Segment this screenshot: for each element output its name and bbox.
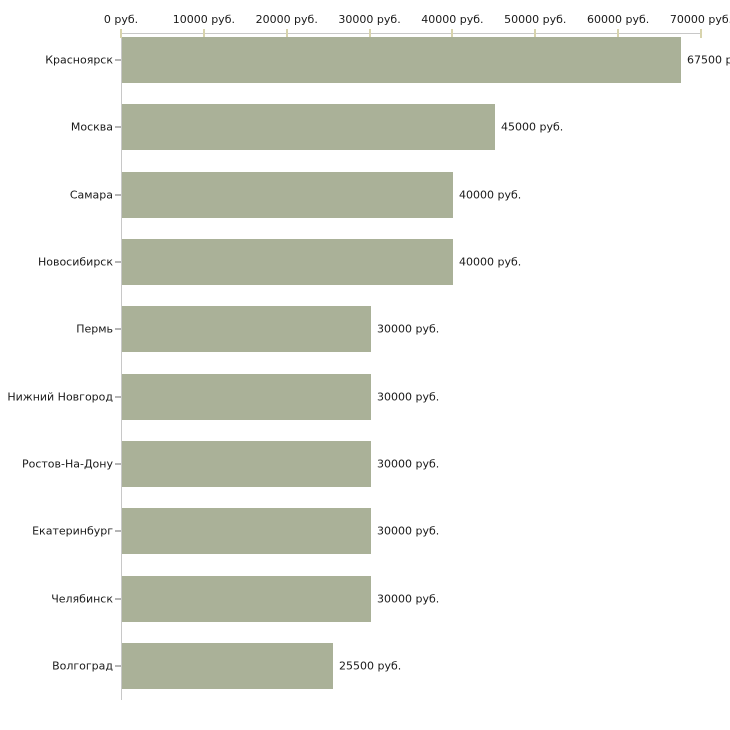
category-label: Самара [69, 188, 113, 202]
value-label: 30000 руб. [377, 322, 440, 336]
x-axis-tick-mark [700, 29, 702, 38]
x-axis-tick-label: 50000 руб. [504, 13, 567, 26]
value-label: 67500 руб. [687, 53, 730, 67]
x-axis-tick-mark [451, 29, 454, 38]
value-label: 30000 руб. [377, 390, 440, 404]
y-axis-line [121, 33, 122, 700]
x-axis-tick-mark [617, 29, 620, 38]
x-axis-tick-label: 60000 руб. [587, 13, 650, 26]
x-axis-tick-mark [534, 29, 537, 38]
x-axis-tick-mark [368, 29, 371, 38]
value-label: 45000 руб. [501, 120, 564, 134]
x-axis-tick-label: 70000 руб. [669, 13, 730, 26]
x-axis-tick-label: 10000 руб. [172, 13, 235, 26]
x-axis-tick-label: 40000 руб. [421, 13, 484, 26]
bar [122, 374, 371, 420]
category-tick-mark [115, 463, 121, 466]
x-axis-tick-mark [285, 29, 288, 38]
category-label: Ростов-На-Дону [21, 457, 113, 471]
category-label: Новосибирск [37, 255, 113, 269]
category-tick-mark [115, 597, 121, 600]
category-tick-mark [115, 126, 121, 129]
x-axis-line [121, 33, 702, 34]
x-axis-tick-mark [120, 29, 122, 38]
category-tick-mark [115, 193, 121, 196]
bar [122, 239, 453, 285]
value-label: 30000 руб. [377, 457, 440, 471]
bar [122, 643, 333, 689]
bar [122, 306, 371, 352]
bar [122, 508, 371, 554]
category-label: Екатеринбург [32, 524, 113, 538]
category-label: Пермь [76, 322, 113, 336]
category-label: Челябинск [51, 592, 113, 606]
category-label: Красноярск [45, 53, 113, 67]
x-axis-tick-mark [202, 29, 205, 38]
value-label: 30000 руб. [377, 592, 440, 606]
category-label: Нижний Новгород [7, 390, 113, 404]
bar [122, 441, 371, 487]
value-label: 30000 руб. [377, 524, 440, 538]
category-label: Москва [70, 120, 113, 134]
bar [122, 172, 453, 218]
x-axis-tick-label: 20000 руб. [255, 13, 318, 26]
value-label: 40000 руб. [459, 255, 522, 269]
category-tick-mark [115, 530, 121, 533]
x-axis-tick-label: 30000 руб. [338, 13, 401, 26]
category-label: Волгоград [52, 659, 113, 673]
category-tick-mark [115, 395, 121, 398]
category-tick-mark [115, 261, 121, 264]
x-axis-tick-label: 0 руб. [103, 13, 139, 26]
bar [122, 37, 681, 83]
bar [122, 576, 371, 622]
value-label: 40000 руб. [459, 188, 522, 202]
value-label: 25500 руб. [339, 659, 402, 673]
category-tick-mark [115, 665, 121, 668]
bar [122, 104, 495, 150]
category-tick-mark [115, 328, 121, 331]
category-tick-mark [115, 59, 121, 61]
